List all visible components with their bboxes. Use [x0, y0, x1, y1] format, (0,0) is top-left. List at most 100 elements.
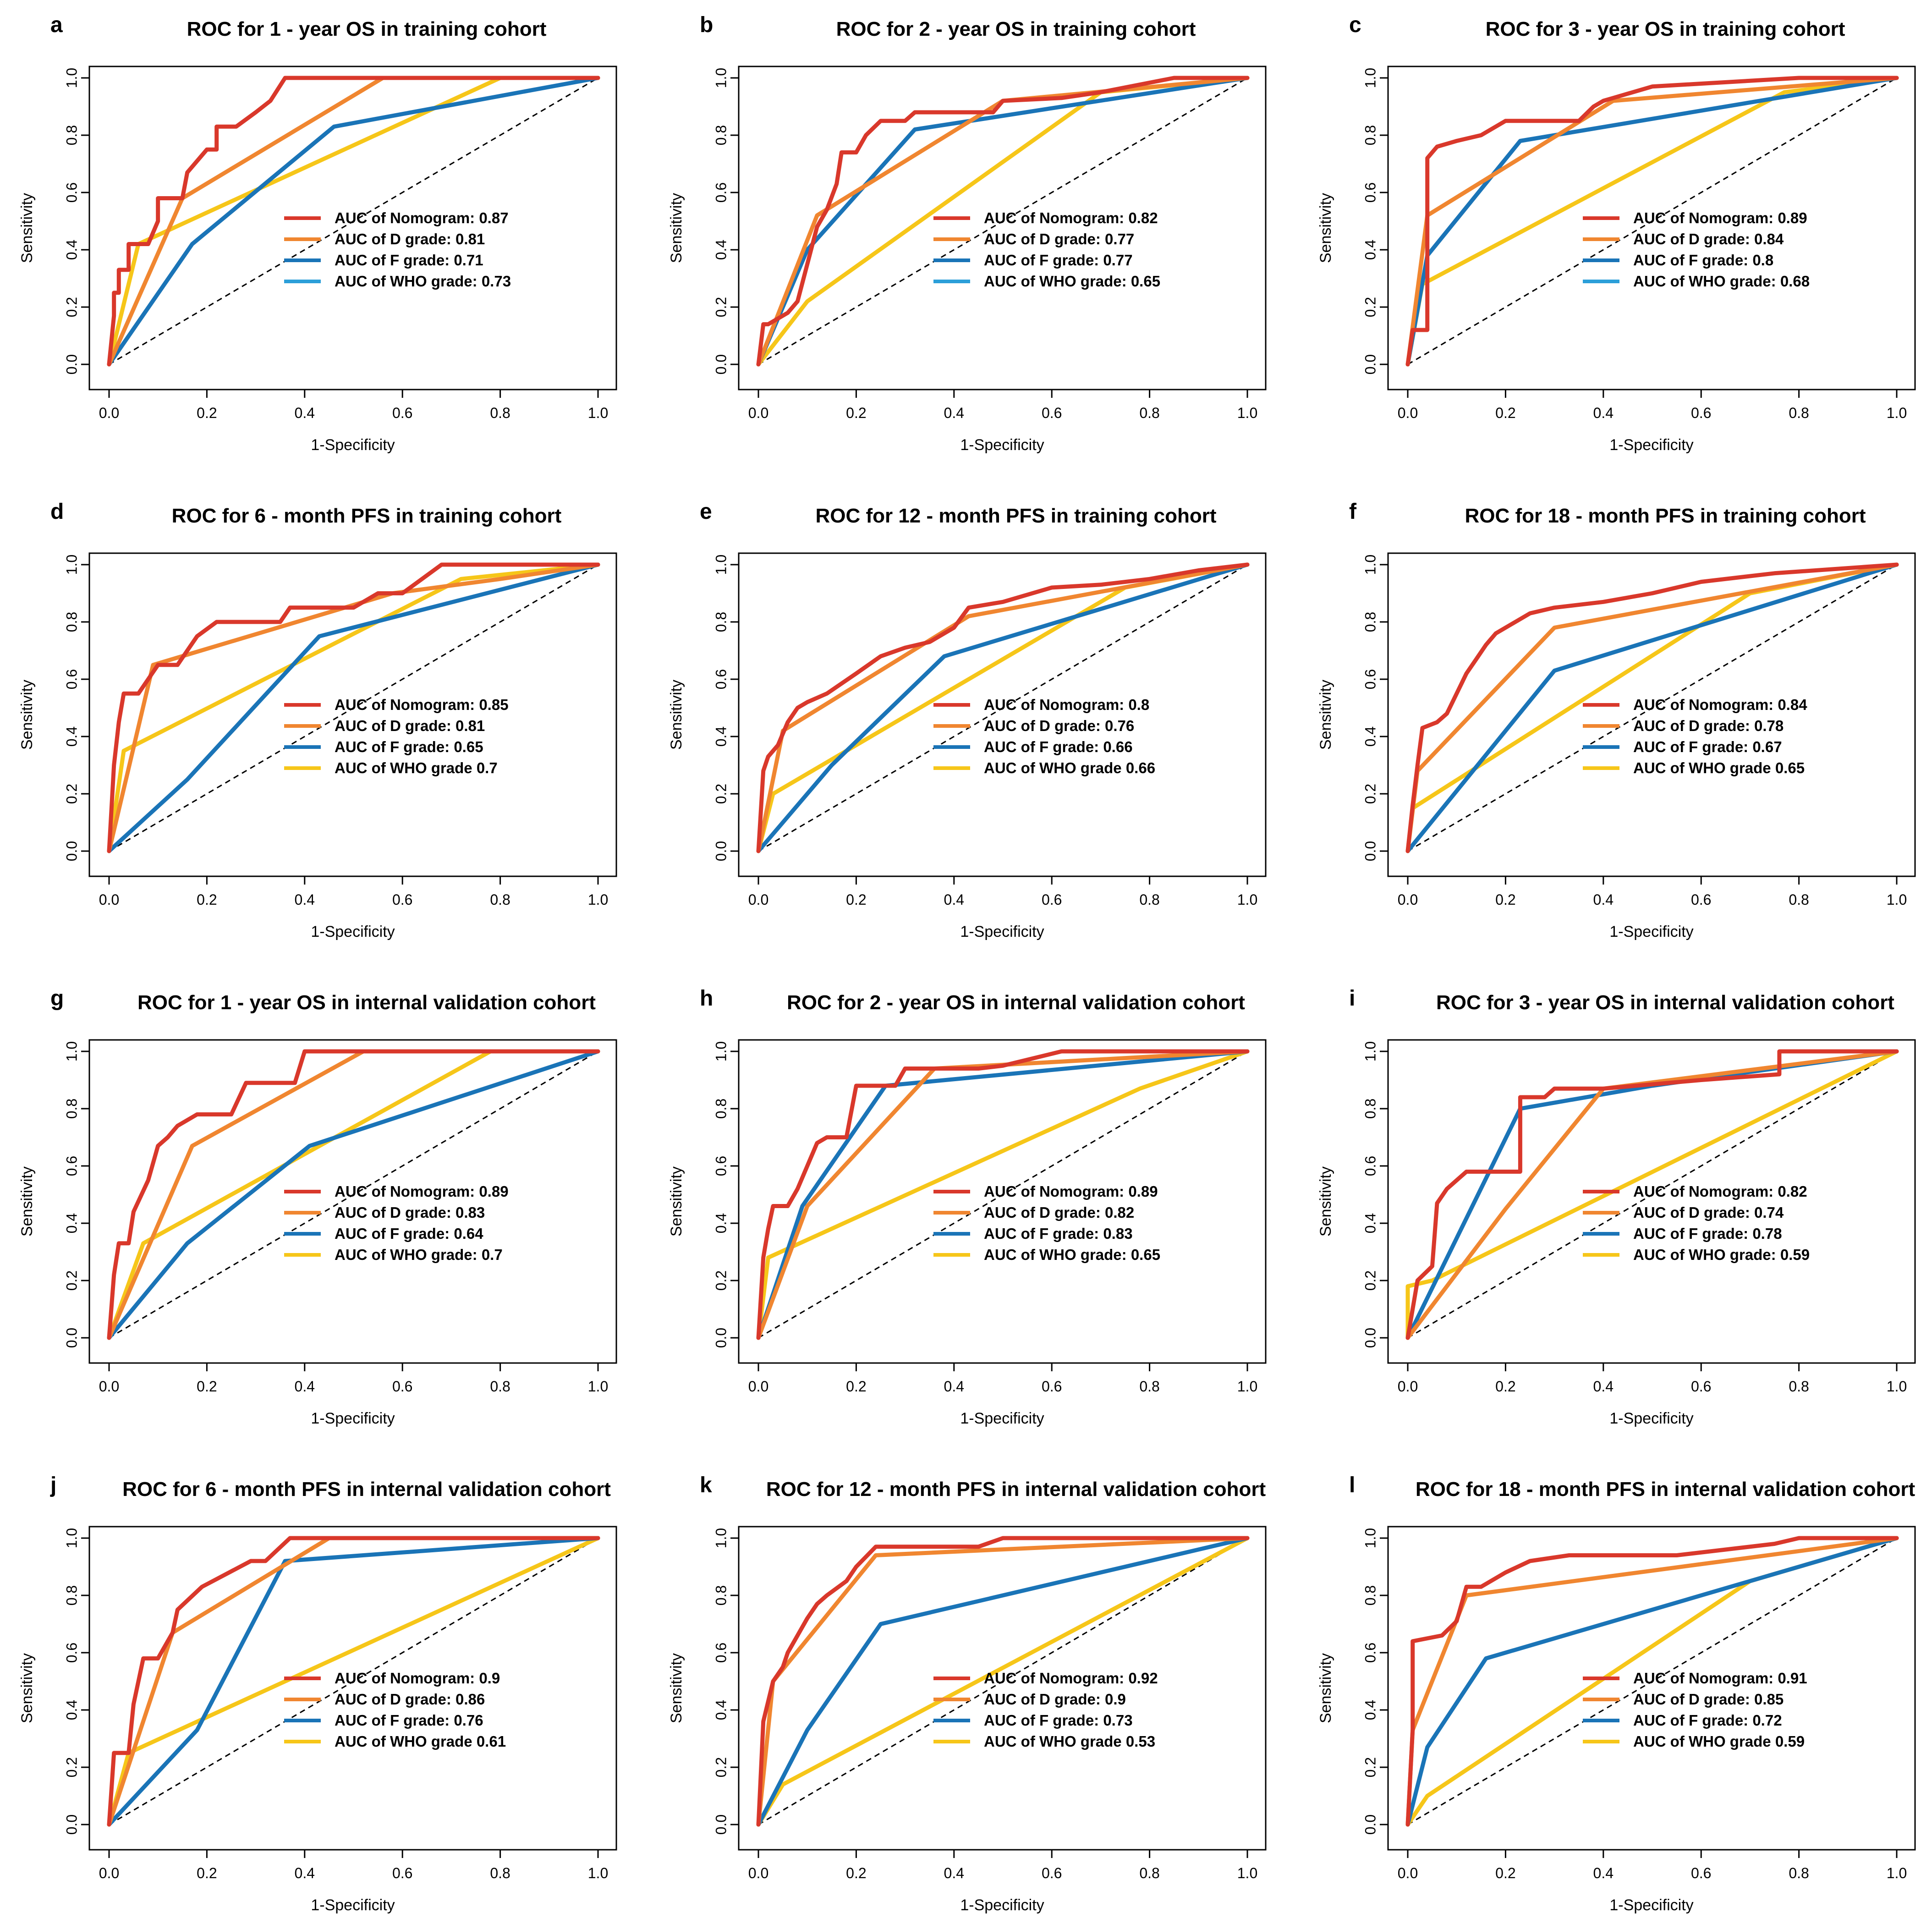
- reference-diagonal: [758, 564, 1248, 852]
- y-tick-label: 0.0: [713, 1814, 729, 1835]
- y-tick-label: 0.0: [1362, 1814, 1378, 1835]
- x-tick-label: 1.0: [1237, 891, 1257, 908]
- x-tick-label: 0.4: [295, 405, 315, 421]
- roc-curve-nomogram: [1405, 562, 1899, 853]
- x-tick-label: 0.4: [1593, 1865, 1614, 1881]
- chart-panel-l: l ROC for 18 - month PFS in internal vali…: [1317, 1473, 1916, 1914]
- x-tick-label: 0.8: [1139, 405, 1159, 421]
- plot-box: [1387, 1526, 1916, 1851]
- legend-entry: AUC of F grade: 0.67: [1633, 738, 1782, 755]
- y-axis-title: Sensitivity: [18, 680, 36, 750]
- x-tick-label: 0.6: [1691, 1865, 1711, 1881]
- reference-diagonal: [109, 77, 598, 365]
- x-axis-title: 1-Specificity: [960, 436, 1044, 454]
- chart-panel-i: i ROC for 3 - year OS in internal validat…: [1317, 986, 1916, 1427]
- x-tick-label: 0.4: [944, 1378, 964, 1395]
- x-tick-label: 0.8: [1789, 1378, 1809, 1395]
- y-tick-label: 1.0: [713, 1528, 729, 1548]
- roc-curve-f-grade: [107, 1536, 600, 1827]
- y-axis-title: Sensitivity: [18, 193, 36, 263]
- y-tick-label: 1.0: [63, 1528, 80, 1548]
- x-tick-label: 0.2: [197, 891, 217, 908]
- roc-curve-nomogram: [107, 76, 600, 367]
- roc-curve-f-grade: [107, 562, 600, 853]
- legend-entry: AUC of D grade: 0.78: [1633, 717, 1784, 734]
- y-tick-label: 0.8: [1362, 1585, 1378, 1605]
- x-tick-label: 0.4: [295, 891, 315, 908]
- chart-title: ROC for 3 - year OS in internal validati…: [1436, 991, 1894, 1014]
- x-tick-label: 0.2: [197, 1378, 217, 1395]
- legend-entry: AUC of Nomogram: 0.85: [335, 696, 509, 713]
- y-tick-label: 0.8: [713, 125, 729, 145]
- y-tick-label: 1.0: [63, 68, 80, 88]
- chart-panel-g: g ROC for 1 - year OS in internal validat…: [18, 986, 617, 1427]
- legend-entry: AUC of F grade: 0.8: [1633, 252, 1773, 269]
- legend-entry: AUC of D grade: 0.81: [335, 231, 485, 247]
- x-tick-label: 0.4: [944, 1865, 964, 1881]
- roc-curve-nomogram: [756, 562, 1250, 853]
- legend-entry: AUC of Nomogram: 0.87: [335, 209, 509, 226]
- y-tick-label: 0.4: [1362, 240, 1378, 260]
- x-tick-label: 0.2: [1495, 1378, 1515, 1395]
- y-tick-label: 0.4: [713, 726, 729, 747]
- legend-entry: AUC of D grade: 0.9: [984, 1691, 1126, 1708]
- y-tick-label: 0.2: [1362, 1270, 1378, 1291]
- roc-curve-nomogram: [107, 1049, 600, 1340]
- legend-entry: AUC of F grade: 0.71: [335, 252, 483, 269]
- x-tick-label: 0.8: [490, 1378, 510, 1395]
- x-tick-label: 0.6: [392, 891, 412, 908]
- y-tick-label: 0.2: [713, 1270, 729, 1291]
- panel-letter: e: [700, 500, 712, 524]
- x-tick-label: 0.6: [392, 405, 412, 421]
- x-tick-label: 0.4: [944, 405, 964, 421]
- plot-box: [1387, 1039, 1916, 1364]
- plot-box: [738, 1039, 1267, 1364]
- roc-curve-who-grade: [1405, 1049, 1899, 1340]
- y-tick-label: 0.2: [63, 1270, 80, 1291]
- roc-curve-nomogram: [756, 76, 1250, 367]
- roc-curve-f-grade: [107, 1049, 600, 1340]
- y-tick-label: 1.0: [1362, 555, 1378, 575]
- chart-panel-j: j ROC for 6 - month PFS in internal valid…: [18, 1473, 617, 1914]
- x-tick-label: 0.0: [748, 1378, 768, 1395]
- legend-entry: AUC of D grade: 0.81: [335, 717, 485, 734]
- legend-entry: AUC of Nomogram: 0.89: [335, 1183, 509, 1200]
- y-tick-label: 0.6: [1362, 182, 1378, 203]
- legend-entry: AUC of WHO grade 0.59: [1633, 1733, 1805, 1750]
- legend-entry: AUC of Nomogram: 0.8: [984, 696, 1149, 713]
- roc-curve-nomogram: [756, 1536, 1250, 1827]
- roc-curve-nomogram: [1405, 1536, 1899, 1827]
- x-tick-label: 0.8: [490, 891, 510, 908]
- x-axis-title: 1-Specificity: [311, 1410, 395, 1427]
- plot-box: [1387, 552, 1916, 877]
- x-axis-title: 1-Specificity: [960, 1410, 1044, 1427]
- x-tick-label: 0.8: [490, 405, 510, 421]
- chart-title: ROC for 1 - year OS in internal validati…: [137, 991, 596, 1014]
- x-axis-title: 1-Specificity: [960, 1897, 1044, 1914]
- roc-curve-f-grade: [756, 1536, 1250, 1827]
- x-tick-label: 1.0: [1887, 1378, 1907, 1395]
- legend-entry: AUC of Nomogram: 0.82: [1633, 1183, 1807, 1200]
- y-tick-label: 0.4: [713, 1213, 729, 1233]
- legend-entry: AUC of Nomogram: 0.84: [1633, 696, 1807, 713]
- reference-diagonal: [1407, 564, 1897, 852]
- y-tick-label: 0.6: [1362, 1156, 1378, 1176]
- reference-diagonal: [758, 1537, 1248, 1825]
- x-tick-label: 0.0: [1398, 1378, 1418, 1395]
- y-tick-label: 1.0: [1362, 1528, 1378, 1548]
- plot-box: [1387, 66, 1916, 390]
- legend-entry: AUC of WHO grade: 0.65: [984, 1246, 1160, 1263]
- x-tick-label: 0.2: [197, 405, 217, 421]
- panel-letter: f: [1349, 500, 1357, 524]
- x-axis-title: 1-Specificity: [1609, 1897, 1693, 1914]
- chart-panel-c: c ROC for 3 - year OS in training cohort 0…: [1317, 13, 1916, 454]
- x-tick-label: 0.2: [846, 405, 866, 421]
- reference-diagonal: [109, 1537, 598, 1825]
- x-tick-label: 0.6: [1691, 1378, 1711, 1395]
- y-tick-label: 0.4: [713, 240, 729, 260]
- y-axis-title: Sensitivity: [668, 193, 685, 263]
- y-tick-label: 0.2: [713, 784, 729, 804]
- x-tick-label: 0.4: [1593, 405, 1614, 421]
- roc-curve-d-grade: [1405, 1049, 1899, 1340]
- y-tick-label: 0.0: [63, 1814, 80, 1835]
